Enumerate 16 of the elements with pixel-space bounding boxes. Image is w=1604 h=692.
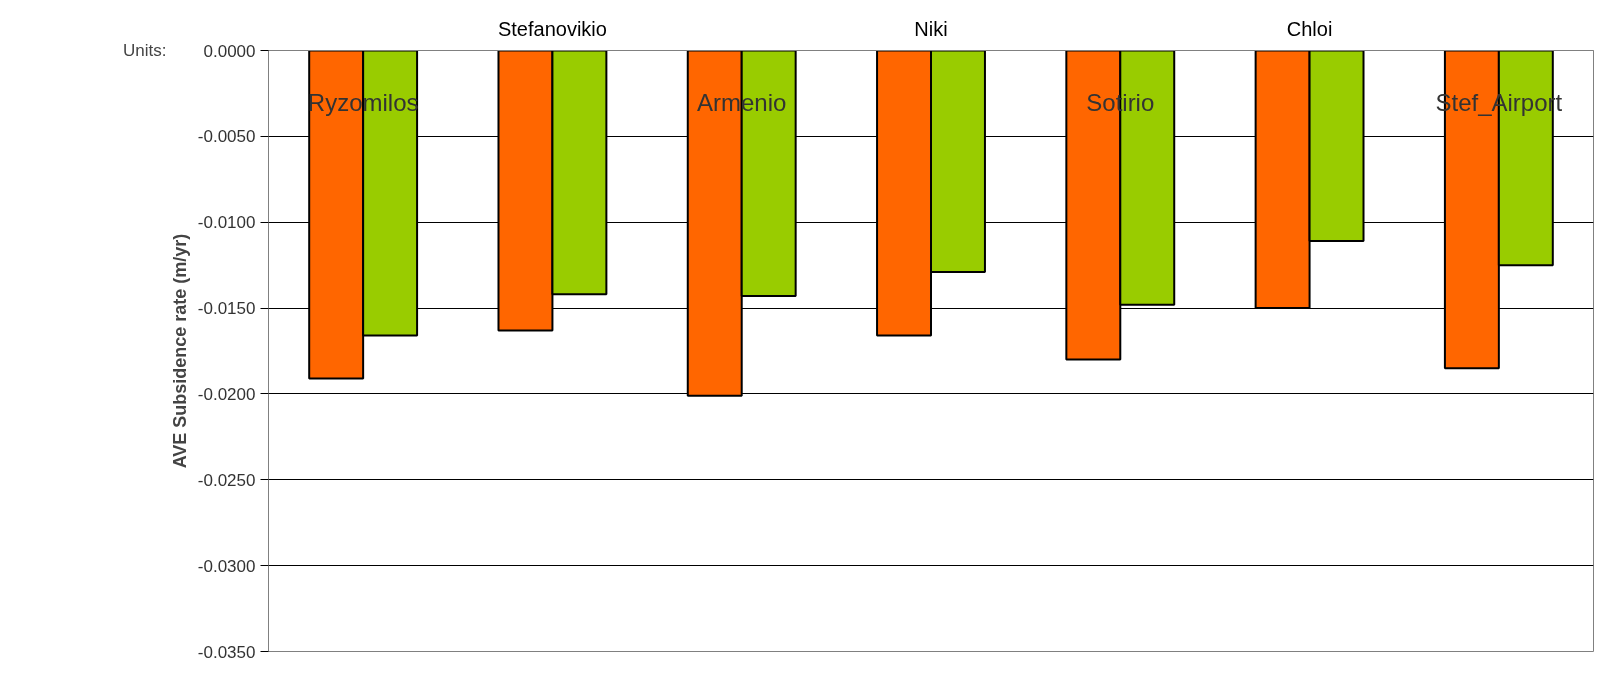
y-tick-label: -0.0300 [197,556,256,576]
x-tick-label: Sotirio [1086,89,1155,117]
y-tick-label: -0.0250 [197,470,256,490]
y-tick-label: -0.0200 [197,384,256,404]
y-tick-label: 0.0000 [203,41,256,61]
y-tick-label: -0.0100 [197,213,256,233]
y-axis-title: AVE Subsidence rate (m/yr) [169,233,190,469]
x-tick-label: Niki [914,17,948,40]
x-tick-label: Ryzomilos [307,89,419,117]
x-tick-label: Stefanovikio [497,17,607,40]
y-tick-label: -0.0150 [197,299,256,319]
y-tick-label: -0.0350 [197,642,256,662]
y-tick-label: -0.0050 [197,127,256,147]
x-tick-label: Armenio [697,89,787,117]
text: Units: [123,41,167,60]
x-tick-label: Chloi [1286,17,1333,40]
